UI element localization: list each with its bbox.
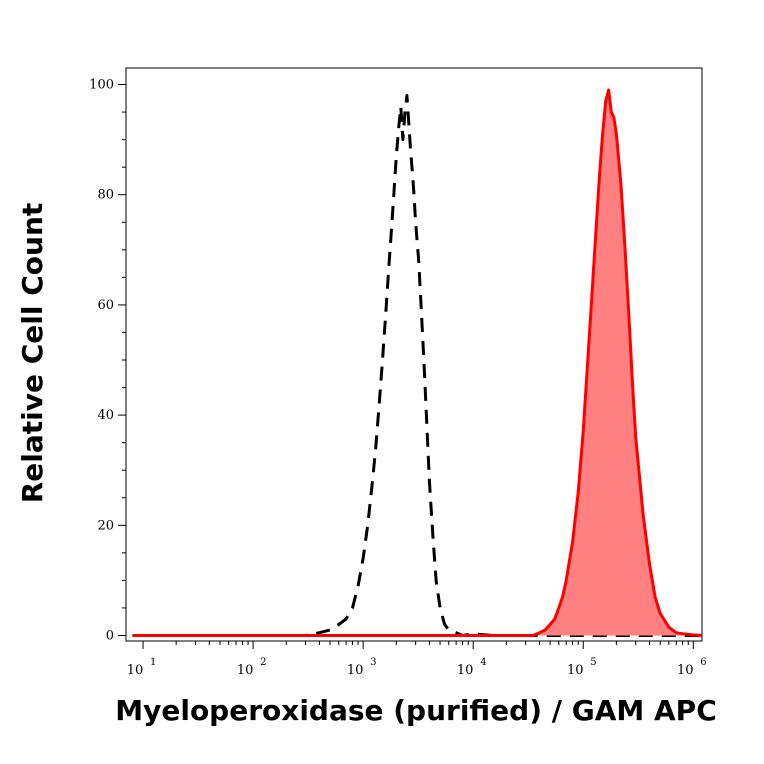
x-tick-label: 10 — [567, 663, 584, 678]
x-tick-exponent: 4 — [480, 657, 486, 668]
y-tick-label: 80 — [97, 188, 114, 203]
x-axis-title: Myeloperoxidase (purified) / GAM APC — [115, 694, 717, 727]
y-tick-label: 60 — [97, 298, 114, 313]
x-tick-label: 10 — [677, 663, 694, 678]
plot-area — [125, 67, 703, 642]
series-1-line — [132, 88, 703, 637]
y-tick-label: 20 — [97, 518, 114, 533]
x-tick-exponent: 3 — [370, 657, 376, 668]
y-tick-label: 40 — [97, 408, 114, 423]
x-tick-label: 10 — [127, 663, 144, 678]
y-tick-label: 100 — [89, 78, 114, 93]
y-tick-label: 0 — [106, 628, 114, 643]
x-tick-label: 10 — [347, 663, 364, 678]
x-tick-exponent: 6 — [700, 657, 706, 668]
x-tick-exponent: 2 — [260, 657, 266, 668]
x-tick-label: 10 — [457, 663, 474, 678]
plot-frame — [125, 67, 703, 642]
x-tick-exponent: 1 — [150, 657, 156, 668]
series-0-line — [132, 94, 702, 637]
x-tick-exponent: 5 — [590, 657, 596, 668]
y-axis-title: Relative Cell Count — [16, 203, 49, 504]
series-1-fill — [132, 90, 702, 636]
x-tick-label: 10 — [237, 663, 254, 678]
